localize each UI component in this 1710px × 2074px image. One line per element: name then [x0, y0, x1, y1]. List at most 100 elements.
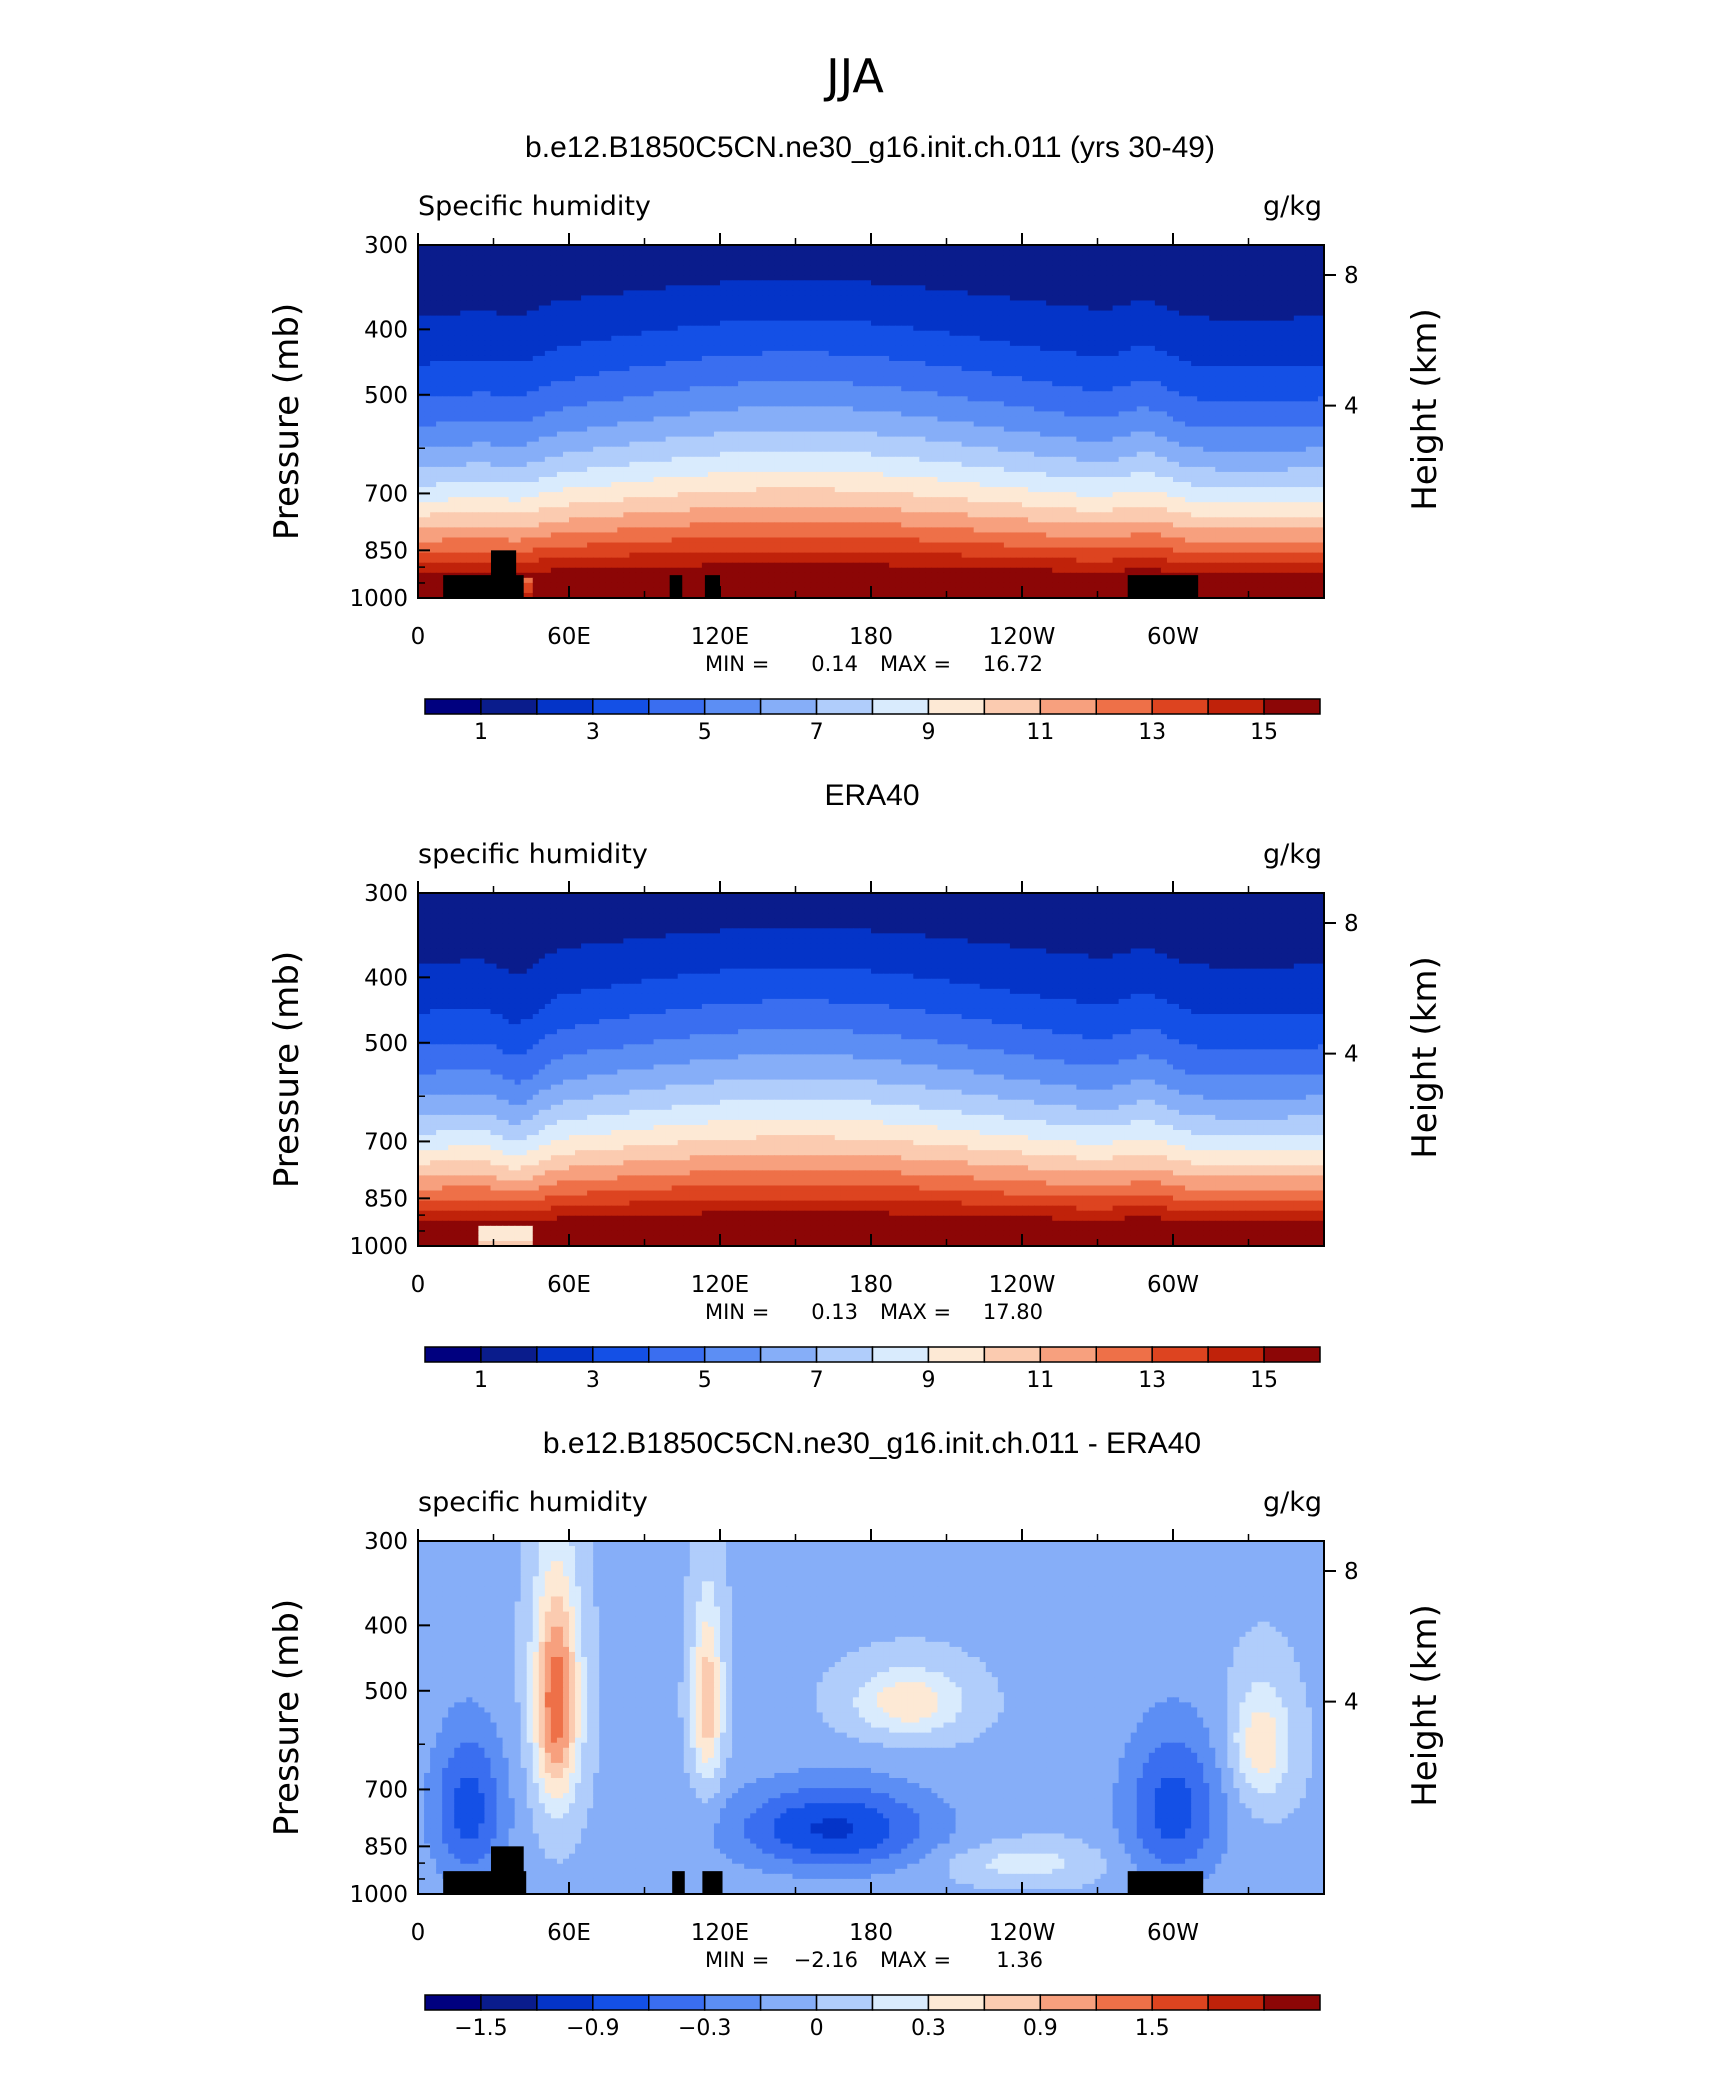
heatmap-cell: [1034, 265, 1041, 271]
heatmap-cell: [1312, 250, 1319, 256]
heatmap-cell: [835, 255, 842, 261]
heatmap-cell: [1306, 255, 1313, 261]
heatmap-cell: [678, 270, 685, 276]
heatmap-cell: [877, 250, 884, 256]
heatmap-cell: [521, 265, 528, 271]
heatmap-cell: [430, 265, 437, 271]
heatmap-cell: [503, 260, 510, 266]
heatmap-cell: [968, 270, 975, 276]
heatmap-cell: [424, 275, 431, 281]
heatmap-cell: [756, 265, 763, 271]
heatmap-cell: [859, 265, 866, 271]
heatmap-cell: [641, 265, 648, 271]
heatmap-cell: [1282, 260, 1289, 266]
heatmap-cell: [497, 275, 504, 281]
heatmap-cell: [1010, 250, 1017, 256]
heatmap-cell: [1282, 250, 1289, 256]
heatmap-cell: [648, 260, 655, 266]
heatmap-cell: [835, 250, 842, 256]
heatmap-cell: [1113, 270, 1120, 276]
heatmap-cell: [605, 250, 612, 256]
heatmap-cell: [895, 260, 902, 266]
heatmap-cell: [756, 260, 763, 266]
heatmap-cell: [1258, 270, 1265, 276]
heatmap-cell: [974, 265, 981, 271]
heatmap-cell: [1016, 260, 1023, 266]
heatmap-cell: [1203, 265, 1210, 271]
heatmap-cell: [1119, 270, 1126, 276]
heatmap-cell: [617, 260, 624, 266]
heatmap-cell: [654, 250, 661, 256]
heatmap-cell: [986, 265, 993, 271]
heatmap-cell: [472, 275, 479, 281]
heatmap-cell: [756, 250, 763, 256]
heatmap-cell: [744, 270, 751, 276]
heatmap-cell: [623, 260, 630, 266]
heatmap-cell: [1137, 270, 1144, 276]
heatmap-cell: [641, 255, 648, 261]
heatmap-cell: [883, 250, 890, 256]
heatmap-cell: [1161, 250, 1168, 256]
heatmap-cell: [744, 255, 751, 261]
heatmap-cell: [1276, 265, 1283, 271]
heatmap-cell: [925, 255, 932, 261]
heatmap-cell: [986, 250, 993, 256]
heatmap-cell: [805, 270, 812, 276]
heatmap-cell: [1167, 270, 1174, 276]
heatmap-cell: [551, 275, 558, 281]
heatmap-cell: [937, 270, 944, 276]
heatmap-cell: [1282, 270, 1289, 276]
heatmap-cell: [968, 250, 975, 256]
heatmap-cell: [1076, 250, 1083, 256]
heatmap-cell: [853, 270, 860, 276]
heatmap-cell: [472, 265, 479, 271]
heatmap-cell: [611, 260, 618, 266]
heatmap-cell: [1264, 265, 1271, 271]
heatmap-cell: [484, 255, 491, 261]
heatmap-cell: [1155, 265, 1162, 271]
heatmap-cell: [1107, 265, 1114, 271]
heatmap-cell: [539, 275, 546, 281]
heatmap-cell: [1088, 265, 1095, 271]
heatmap-cell: [1010, 270, 1017, 276]
heatmap-cell: [1022, 265, 1029, 271]
heatmap-cell: [466, 260, 473, 266]
heatmap-cell: [587, 250, 594, 256]
heatmap-cell: [799, 250, 806, 256]
heatmap-cell: [1082, 255, 1089, 261]
heatmap-cell: [1252, 270, 1259, 276]
heatmap-cell: [962, 250, 969, 256]
heatmap-cell: [509, 255, 516, 261]
heatmap-cell: [919, 255, 926, 261]
heatmap-cell: [448, 275, 455, 281]
heatmap-cell: [750, 255, 757, 261]
heatmap-cell: [599, 260, 606, 266]
heatmap-cell: [799, 260, 806, 266]
heatmap-cell: [1076, 255, 1083, 261]
heatmap-cell: [448, 250, 455, 256]
heatmap-cell: [1258, 255, 1265, 261]
heatmap-cell: [913, 260, 920, 266]
heatmap-cell: [956, 265, 963, 271]
heatmap-cell: [1137, 255, 1144, 261]
heatmap-cell: [1040, 270, 1047, 276]
heatmap-cell: [1258, 265, 1265, 271]
heatmap-cell: [1052, 250, 1059, 256]
heatmap-cell: [859, 255, 866, 261]
heatmap-cell: [581, 255, 588, 261]
heatmap-cell: [943, 250, 950, 256]
heatmap-cell: [478, 260, 485, 266]
heatmap-cell: [623, 275, 630, 281]
heatmap-cell: [1252, 255, 1259, 261]
heatmap-cell: [1191, 260, 1198, 266]
heatmap-cell: [545, 275, 552, 281]
heatmap-cell: [648, 255, 655, 261]
heatmap-cell: [792, 255, 799, 261]
heatmap-cell: [1179, 250, 1186, 256]
heatmap-cell: [925, 260, 932, 266]
heatmap-cell: [605, 275, 612, 281]
heatmap-cell: [509, 265, 516, 271]
heatmap-cell: [907, 255, 914, 261]
heatmap-cell: [1245, 265, 1252, 271]
heatmap-cell: [1264, 250, 1271, 256]
